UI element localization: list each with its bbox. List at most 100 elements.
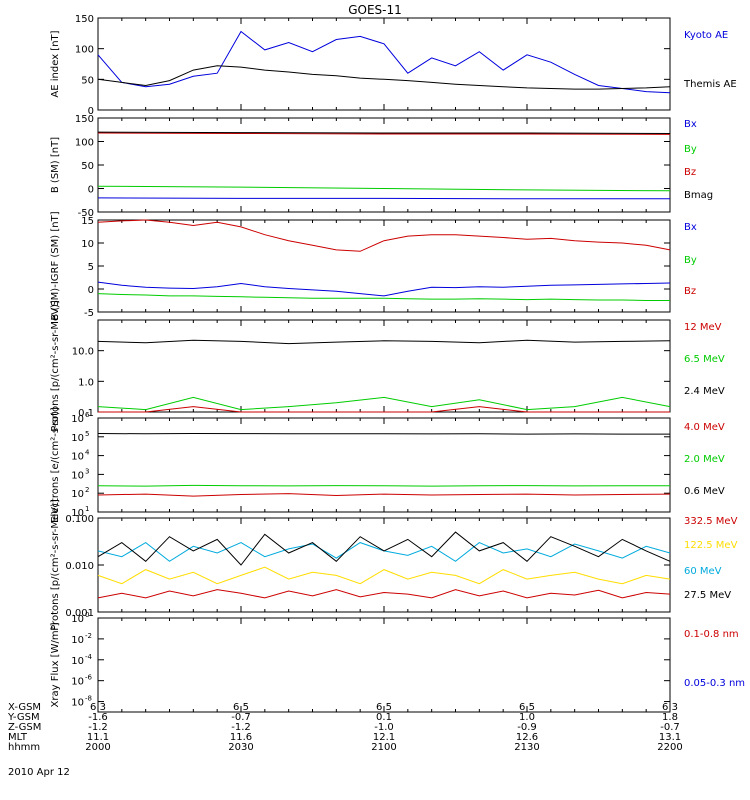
y-tick-label: 0.1 <box>78 408 94 419</box>
y-tick-exponent: -8 <box>85 695 92 703</box>
y-tick-label: 10.0 <box>72 347 94 358</box>
ephemeris-value: 1.8 <box>662 712 678 723</box>
legend-label: 0.6 MeV <box>684 486 725 497</box>
y-tick-label: 0.010 <box>65 561 94 572</box>
ephemeris-value: -1.2 <box>88 722 108 733</box>
series-line-1 <box>97 197 670 200</box>
ephemeris-row-label: Z-GSM <box>8 722 41 733</box>
chart-title: GOES-11 <box>348 3 402 17</box>
y-tick-label: 10 <box>71 677 84 688</box>
date-label: 2010 Apr 12 <box>8 767 70 778</box>
legend-label: Bx <box>684 222 697 233</box>
y-tick-exponent: 5 <box>85 430 89 438</box>
y-axis-label: B (SM)-IGRF (SM) [nT] <box>50 211 61 320</box>
series-line-2 <box>97 396 671 411</box>
ephemeris-value: 2000 <box>85 742 110 753</box>
y-tick-label: 10 <box>71 470 84 481</box>
y-tick-exponent: 0 <box>85 611 89 619</box>
panel-frame <box>97 417 671 513</box>
ephemeris-value: 12.1 <box>373 732 395 743</box>
y-tick-label: 10 <box>81 239 94 250</box>
series-line-2 <box>97 484 670 487</box>
series-line-3 <box>97 132 671 135</box>
legend-label: 12 MeV <box>684 322 722 333</box>
y-tick-label: 150 <box>75 114 94 125</box>
y-tick-label: 10 <box>71 414 84 425</box>
legend-label: 332.5 MeV <box>684 516 738 527</box>
series-line-2 <box>97 566 671 585</box>
legend-label: 27.5 MeV <box>684 590 731 601</box>
ephemeris-value: 2130 <box>514 742 539 753</box>
y-axis-label: B (SM) [nT] <box>50 137 61 193</box>
y-tick-exponent: -6 <box>85 674 93 682</box>
ephemeris-row-label: Y-GSM <box>7 712 40 723</box>
y-tick-label: 10 <box>71 452 84 463</box>
ephemeris-value: 2100 <box>371 742 396 753</box>
legend-label: Bx <box>684 119 697 130</box>
legend-label: Bz <box>684 286 696 297</box>
y-tick-exponent: 4 <box>85 449 90 457</box>
y-tick-exponent: 1 <box>85 505 89 513</box>
ephemeris-row-label: X-GSM <box>8 702 41 713</box>
y-axis-label: AE index [nT] <box>50 30 61 97</box>
legend-label: 0.1-0.8 nm <box>684 629 739 640</box>
series-line-4 <box>97 131 671 134</box>
y-tick-label: 10 <box>71 508 84 519</box>
legend-label: 4.0 MeV <box>684 422 725 433</box>
panel-frame <box>97 17 671 111</box>
panel-1: 0 50 100 150 AE index [nT] Kyoto AE Themis AE <box>50 14 737 117</box>
ephemeris-value: -0.7 <box>660 722 680 733</box>
y-tick-label: 10 <box>71 489 84 500</box>
ephemeris-row-label: MLT <box>8 732 28 743</box>
y-tick-label: 50 <box>81 161 94 172</box>
ephemeris-row-label: hhmm <box>8 742 40 753</box>
legend-label: By <box>684 255 697 266</box>
y-tick-label: 15 <box>81 216 94 227</box>
panel-4: 0.1 1.0 10.0 Protons [p/(cm²-s-sr-MeV)] 12 M… <box>50 300 725 432</box>
ephemeris-value: 6.5 <box>519 702 535 713</box>
legend-label: Bmag <box>684 190 713 201</box>
ephemeris-value: -0.9 <box>517 722 537 733</box>
series-line-3 <box>97 219 671 252</box>
ephemeris-table: X-GSMY-GSMZ-GSMMLThhmm6.3-1.6-1.211.1200… <box>7 702 683 753</box>
y-tick-label: 10 <box>71 614 84 625</box>
panel-6: 0.001 0.010 0.100 Protons [p/(cm²-s-sr-MeV)… <box>50 499 738 631</box>
panel-frame <box>97 319 671 413</box>
y-tick-label: 50 <box>81 75 94 86</box>
ephemeris-value: 12.6 <box>516 732 538 743</box>
y-tick-label: 0.100 <box>65 514 94 525</box>
ephemeris-value: 2030 <box>228 742 253 753</box>
panel-frame <box>97 517 671 613</box>
series-line-1 <box>97 30 671 94</box>
series-line-3 <box>97 339 671 345</box>
panel-frame <box>97 617 671 713</box>
series-line-3 <box>97 432 670 435</box>
y-axis-label: Protons [p/(cm²-s-sr-MeV)] <box>50 300 61 432</box>
y-tick-label: 0 <box>88 185 94 196</box>
y-tick-exponent: 6 <box>85 411 90 419</box>
y-tick-label: 100 <box>75 138 94 149</box>
y-tick-label: 0.001 <box>65 608 94 619</box>
y-tick-label: 0 <box>88 106 94 117</box>
y-tick-label: 10 <box>71 698 84 709</box>
ephemeris-value: 11.6 <box>230 732 252 743</box>
series-line-1 <box>97 281 671 297</box>
y-tick-exponent: 2 <box>85 486 89 494</box>
ephemeris-value: 6.5 <box>233 702 249 713</box>
y-tick-label: -50 <box>78 208 94 219</box>
legend-label: Themis AE <box>683 79 737 90</box>
y-tick-exponent: -2 <box>85 632 92 640</box>
y-tick-exponent: -4 <box>85 653 93 661</box>
ephemeris-value: -1.2 <box>231 722 251 733</box>
y-tick-label: 100 <box>75 45 94 56</box>
ephemeris-value: 13.1 <box>659 732 681 743</box>
y-tick-label: 1.0 <box>78 377 94 388</box>
y-tick-label: 10 <box>71 656 84 667</box>
legend-label: 122.5 MeV <box>684 540 738 551</box>
ephemeris-value: 11.1 <box>87 732 109 743</box>
